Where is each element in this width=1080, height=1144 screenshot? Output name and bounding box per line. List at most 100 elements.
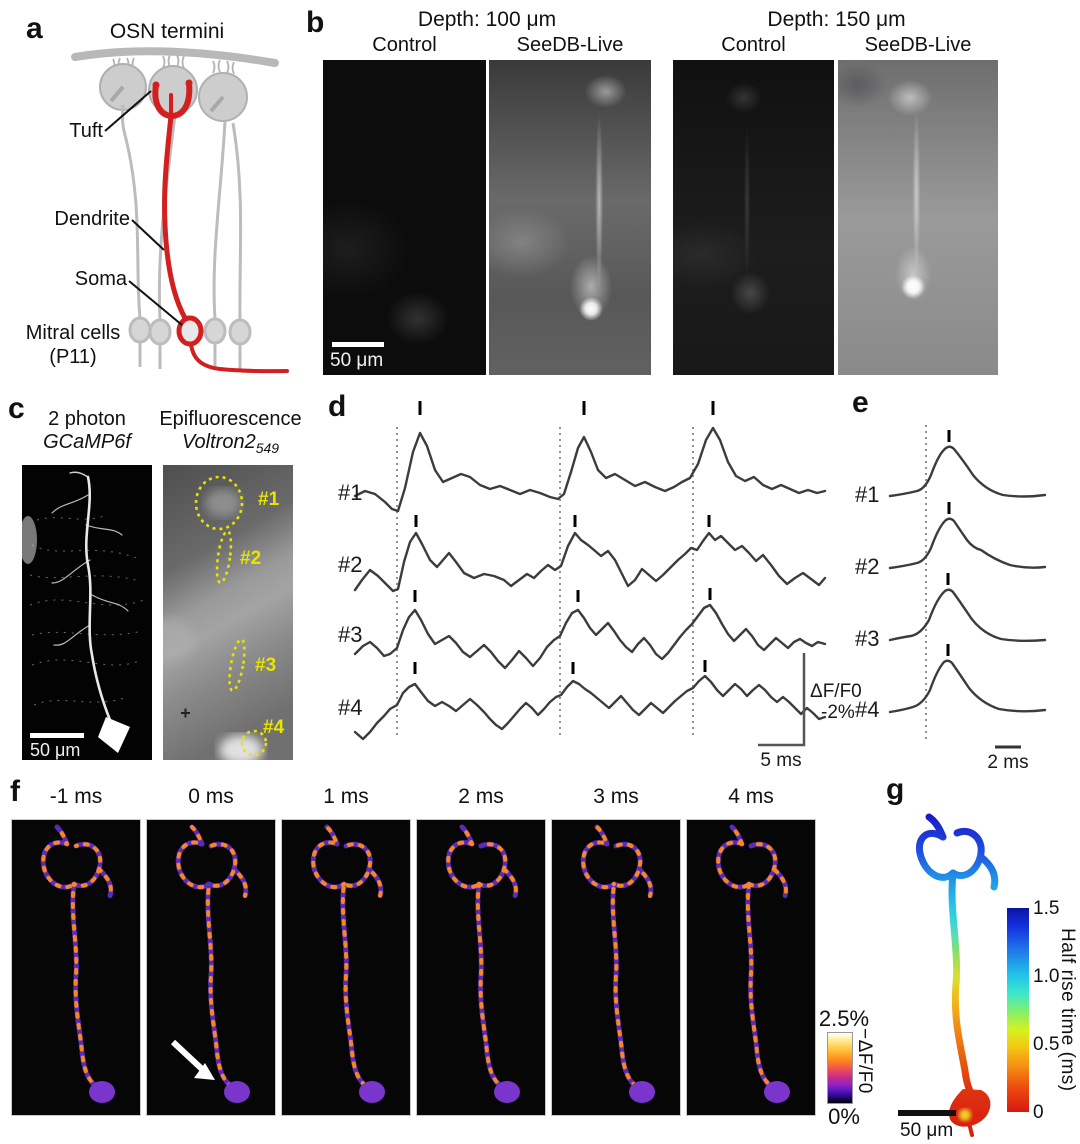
control-100-image [323,60,486,375]
fiducial-cross [181,708,190,718]
mitral-cells-label: Mitral cells [26,322,120,344]
d-time-scale-label: 5 ms [760,750,801,771]
frame-1ms [281,819,411,1116]
timepoint-minus1ms: -1 ms [49,785,103,808]
voltron-base: Voltron2 [181,431,256,453]
panel-d-label: d [328,390,347,423]
e-trace-1-label: #1 [855,482,879,507]
roi-3-label: #3 [255,655,276,676]
half-rise-time-map [916,813,999,1137]
trace-2 [353,531,827,593]
tuft-label: Tuft [69,120,103,142]
trace-3 [353,603,827,670]
trace-3-label: #3 [338,622,362,647]
voltron-subscript: 549 [255,440,280,456]
e-trace-1 [888,445,1047,498]
trace-1-label: #1 [338,480,362,505]
soma-bright [98,717,130,753]
d-amplitude-scale-label1: ΔF/F0 [810,681,862,702]
frame-2ms [416,819,546,1116]
seedb-150-image [838,60,998,375]
panel-b-label: b [306,6,325,39]
spike-average-plot: #1 #2 #3 #4 2 ms [855,425,1047,773]
voltron-title: Voltron2549 [153,431,308,456]
spike-tick-marks [413,401,715,674]
timepoint-1ms: 1 ms [323,785,369,808]
panel-c-scalebar-label: 50 μm [30,740,80,760]
roi-2-label: #2 [240,548,261,569]
e-time-scale-label: 2 ms [987,752,1028,773]
control-100-header: Control [372,34,437,56]
f-colorbar-min: 0% [828,1104,860,1129]
stim-dotted-lines [396,427,694,737]
panel-g-label: g [886,773,905,806]
neuropil-speckle [29,514,145,706]
trace-1 [353,426,827,513]
e-trace-3-label: #3 [855,626,879,651]
epifluorescence-image: #1 #2 #3 #4 [163,465,293,760]
f-colorbar-max: 2.5% [818,1006,870,1031]
roi-1-label: #1 [258,489,280,510]
g-tick-0: 0 [1033,1102,1044,1123]
frame-minus1ms [11,819,141,1116]
e-trace-3 [888,588,1047,642]
e-trace-2 [888,517,1047,570]
frame-4ms [686,819,816,1116]
timepoint-2ms: 2 ms [458,785,504,808]
frame-3ms [551,819,681,1116]
panel-g-scalebar-label: 50 μm [900,1120,954,1141]
panel-b-scalebar-label: 50 μm [330,350,384,371]
f-colorbar [827,1032,853,1104]
mitral-cells-age-label: (P11) [49,346,96,368]
trace-4-label: #4 [338,695,362,720]
trace-4 [353,674,827,741]
panel-e-label: e [852,386,869,419]
annotation-lines [104,90,183,326]
panel-c-scalebar [30,733,84,738]
g-colorbar [1007,908,1029,1112]
depth-100-title: Depth: 100 μm [417,8,557,31]
control-150-image [673,60,834,375]
colored-soma [948,1089,991,1127]
e-spike-ticks [946,430,951,656]
gcamp6f-title: GCaMP6f [43,431,131,453]
seedb-100-header: SeeDB-Live [516,34,624,56]
nerve-layer-band [71,47,279,67]
panel-f-label: f [10,775,20,808]
panel-g-scalebar [898,1110,956,1116]
two-photon-title: 2 photon [48,408,126,430]
two-photon-image: 50 μm [22,465,152,760]
dendrite-label: Dendrite [54,208,130,230]
mitral-cell-schematic: Tuft Dendrite Soma Mitral cells (P11) [26,47,289,374]
soma-hotspot [959,1109,971,1121]
colored-neuron [916,813,999,1137]
timepoint-0ms: 0 ms [188,785,234,808]
g-colorbar-label: Half rise time (ms) [1057,928,1078,1092]
panel-b-scalebar [332,342,384,347]
trace-2-label: #2 [338,552,362,577]
soma-label: Soma [75,268,128,290]
arrow-icon [170,1039,215,1080]
red-mitral-cell [152,79,289,374]
e-trace-2-label: #2 [855,554,879,579]
roi-4-label: #4 [263,717,285,738]
e-trace-4 [888,659,1047,714]
panel-a-label: a [26,12,43,45]
g-tick-0-5: 0.5 [1033,1034,1060,1055]
timepoint-4ms: 4 ms [728,785,774,808]
osn-axon-squiggles [112,54,235,75]
d-amplitude-scale-label2: -2% [821,702,855,723]
voltage-traces-plot: #1 #2 #3 #4 5 ms ΔF/F0 -2% [338,401,862,771]
timepoint-3ms: 3 ms [593,785,639,808]
e-trace-4-label: #4 [855,697,879,722]
control-150-header: Control [721,34,786,56]
bright-blob [22,516,37,564]
seedb-100-image [489,60,651,375]
panel-c-label: c [8,392,25,425]
seedb-150-header: SeeDB-Live [864,34,972,56]
frame-0ms [146,819,276,1116]
panel-a-title: OSN termini [109,20,225,43]
depth-150-title: Depth: 150 μm [767,8,906,31]
f-colorbar-label: −ΔF/F0 [854,1028,875,1094]
